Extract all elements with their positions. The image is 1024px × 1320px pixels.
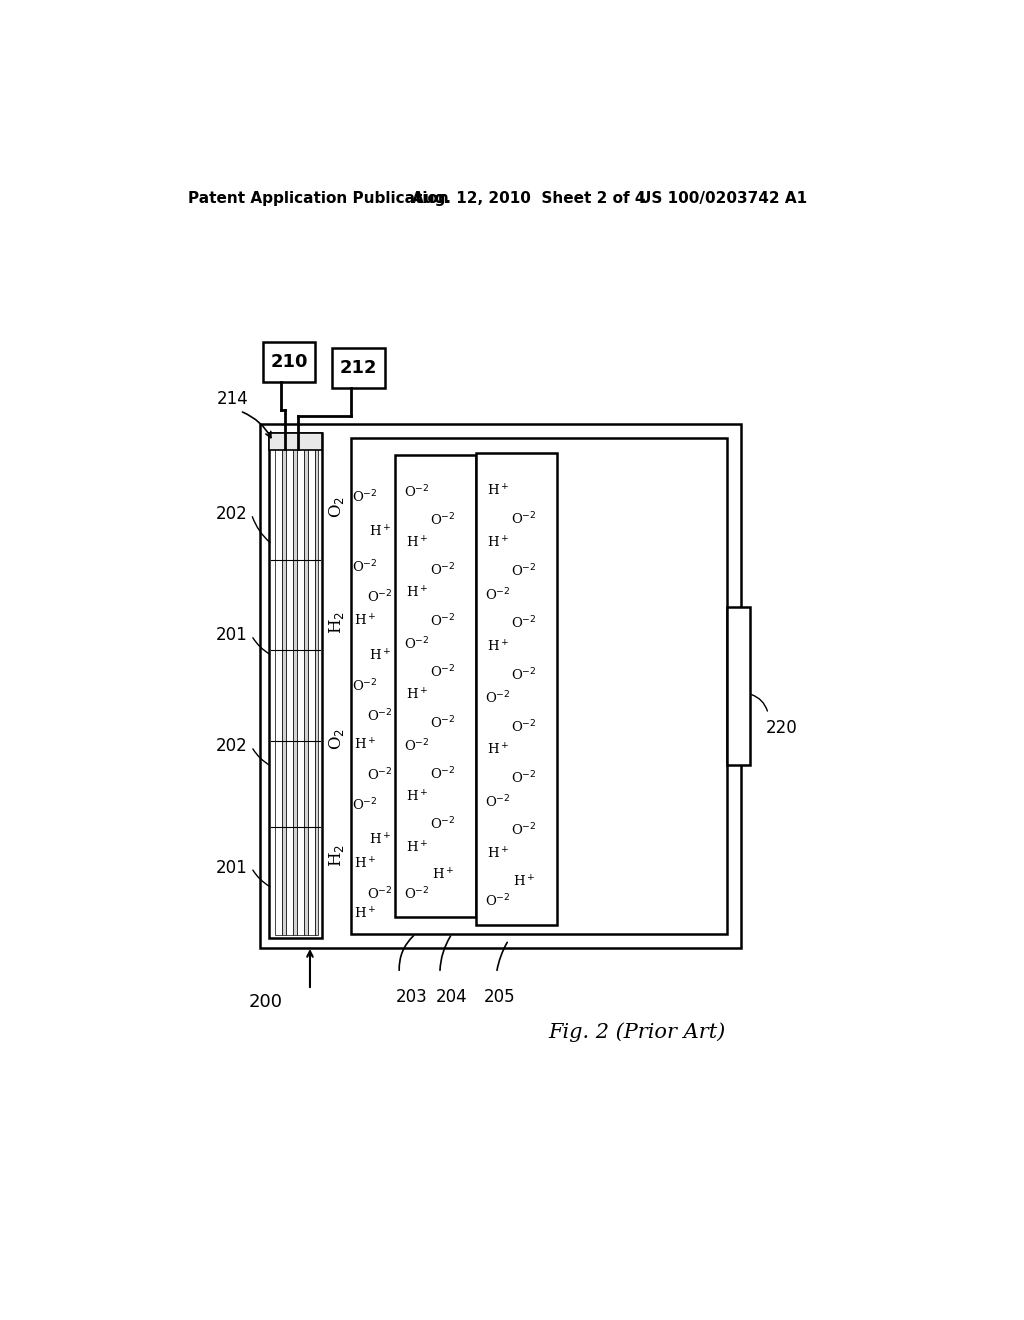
Text: H$^+$: H$^+$ bbox=[353, 907, 376, 921]
Bar bbox=[293, 437, 297, 936]
Text: H$_2$: H$_2$ bbox=[328, 843, 346, 866]
Text: H$^+$: H$^+$ bbox=[486, 846, 509, 862]
Text: H$^+$: H$^+$ bbox=[406, 840, 428, 855]
Text: O$^{-2}$: O$^{-2}$ bbox=[430, 714, 456, 731]
Bar bbox=[260, 424, 741, 948]
Text: O$^{-2}$: O$^{-2}$ bbox=[404, 483, 430, 500]
Text: O$^{-2}$: O$^{-2}$ bbox=[368, 589, 393, 605]
Text: 201: 201 bbox=[216, 626, 248, 644]
Text: H$^+$: H$^+$ bbox=[406, 586, 428, 601]
Text: O$^{-2}$: O$^{-2}$ bbox=[404, 886, 430, 902]
Text: O$^{-2}$: O$^{-2}$ bbox=[430, 511, 456, 528]
Text: H$^+$: H$^+$ bbox=[486, 535, 509, 550]
Text: H$^+$: H$^+$ bbox=[432, 867, 455, 883]
Bar bbox=[283, 437, 286, 936]
Text: O$^{-2}$: O$^{-2}$ bbox=[430, 612, 456, 630]
Text: O$^{-2}$: O$^{-2}$ bbox=[352, 796, 378, 813]
Text: O$^{-2}$: O$^{-2}$ bbox=[404, 738, 430, 754]
Bar bbox=[395, 455, 476, 917]
Text: O$^{-2}$: O$^{-2}$ bbox=[511, 511, 537, 528]
Text: 214: 214 bbox=[217, 391, 249, 408]
Text: O$^{-2}$: O$^{-2}$ bbox=[485, 690, 511, 706]
Bar bbox=[476, 453, 557, 924]
Bar bbox=[297, 437, 304, 936]
Text: Aug. 12, 2010  Sheet 2 of 4: Aug. 12, 2010 Sheet 2 of 4 bbox=[412, 191, 645, 206]
Text: H$^+$: H$^+$ bbox=[406, 535, 428, 550]
Bar bbox=[304, 437, 307, 936]
Text: O$^{-2}$: O$^{-2}$ bbox=[430, 664, 456, 680]
Text: H$^+$: H$^+$ bbox=[486, 483, 509, 499]
Text: O$^{-2}$: O$^{-2}$ bbox=[404, 636, 430, 652]
Text: 212: 212 bbox=[340, 359, 377, 376]
Text: O$_2$: O$_2$ bbox=[328, 727, 346, 750]
Bar bbox=[269, 433, 322, 939]
Text: O$^{-2}$: O$^{-2}$ bbox=[511, 615, 537, 631]
Text: O$^{-2}$: O$^{-2}$ bbox=[368, 886, 393, 903]
Text: O$_2$: O$_2$ bbox=[328, 495, 346, 517]
Bar bbox=[307, 437, 314, 936]
Bar bbox=[727, 606, 751, 766]
Bar bbox=[269, 433, 322, 450]
Text: 204: 204 bbox=[436, 987, 468, 1006]
Bar bbox=[333, 348, 385, 388]
Text: 201: 201 bbox=[216, 859, 248, 876]
Text: O$^{-2}$: O$^{-2}$ bbox=[430, 766, 456, 781]
Text: 202: 202 bbox=[216, 738, 248, 755]
Text: H$^+$: H$^+$ bbox=[369, 648, 391, 664]
Text: Patent Application Publication: Patent Application Publication bbox=[188, 191, 450, 206]
Text: H$_2$: H$_2$ bbox=[328, 611, 346, 634]
Text: O$^{-2}$: O$^{-2}$ bbox=[485, 892, 511, 909]
Text: H$^+$: H$^+$ bbox=[486, 743, 509, 758]
Text: Fig. 2 (Prior Art): Fig. 2 (Prior Art) bbox=[549, 1023, 726, 1043]
Text: O$^{-2}$: O$^{-2}$ bbox=[368, 708, 393, 723]
Text: O$^{-2}$: O$^{-2}$ bbox=[430, 816, 456, 833]
Text: O$^{-2}$: O$^{-2}$ bbox=[511, 770, 537, 787]
Bar bbox=[314, 437, 318, 936]
Text: 205: 205 bbox=[484, 987, 516, 1006]
Text: O$^{-2}$: O$^{-2}$ bbox=[352, 490, 378, 506]
Bar bbox=[275, 437, 283, 936]
Text: O$^{-2}$: O$^{-2}$ bbox=[430, 562, 456, 578]
Text: O$^{-2}$: O$^{-2}$ bbox=[368, 767, 393, 783]
Text: O$^{-2}$: O$^{-2}$ bbox=[511, 667, 537, 682]
Text: O$^{-2}$: O$^{-2}$ bbox=[511, 718, 537, 735]
Text: 202: 202 bbox=[216, 506, 248, 523]
Bar bbox=[351, 438, 727, 933]
Text: O$^{-2}$: O$^{-2}$ bbox=[511, 562, 537, 579]
Text: US 100/0203742 A1: US 100/0203742 A1 bbox=[639, 191, 807, 206]
Text: H$^+$: H$^+$ bbox=[486, 639, 509, 655]
Text: O$^{-2}$: O$^{-2}$ bbox=[352, 558, 378, 576]
Text: H$^+$: H$^+$ bbox=[369, 524, 391, 540]
Text: 200: 200 bbox=[249, 993, 283, 1011]
Text: O$^{-2}$: O$^{-2}$ bbox=[511, 822, 537, 838]
Text: H$^+$: H$^+$ bbox=[353, 738, 376, 752]
Text: O$^{-2}$: O$^{-2}$ bbox=[485, 793, 511, 810]
Text: H$^+$: H$^+$ bbox=[353, 857, 376, 873]
Text: H$^+$: H$^+$ bbox=[513, 874, 536, 890]
Text: 220: 220 bbox=[766, 719, 798, 737]
Text: O$^{-2}$: O$^{-2}$ bbox=[485, 586, 511, 603]
Text: H$^+$: H$^+$ bbox=[406, 789, 428, 804]
Text: H$^+$: H$^+$ bbox=[406, 688, 428, 702]
Text: 210: 210 bbox=[270, 352, 308, 371]
Text: H$^+$: H$^+$ bbox=[353, 614, 376, 630]
Text: H$^+$: H$^+$ bbox=[369, 832, 391, 847]
Text: 203: 203 bbox=[395, 987, 427, 1006]
Text: O$^{-2}$: O$^{-2}$ bbox=[352, 677, 378, 694]
Bar bbox=[263, 342, 315, 381]
Bar bbox=[286, 437, 293, 936]
